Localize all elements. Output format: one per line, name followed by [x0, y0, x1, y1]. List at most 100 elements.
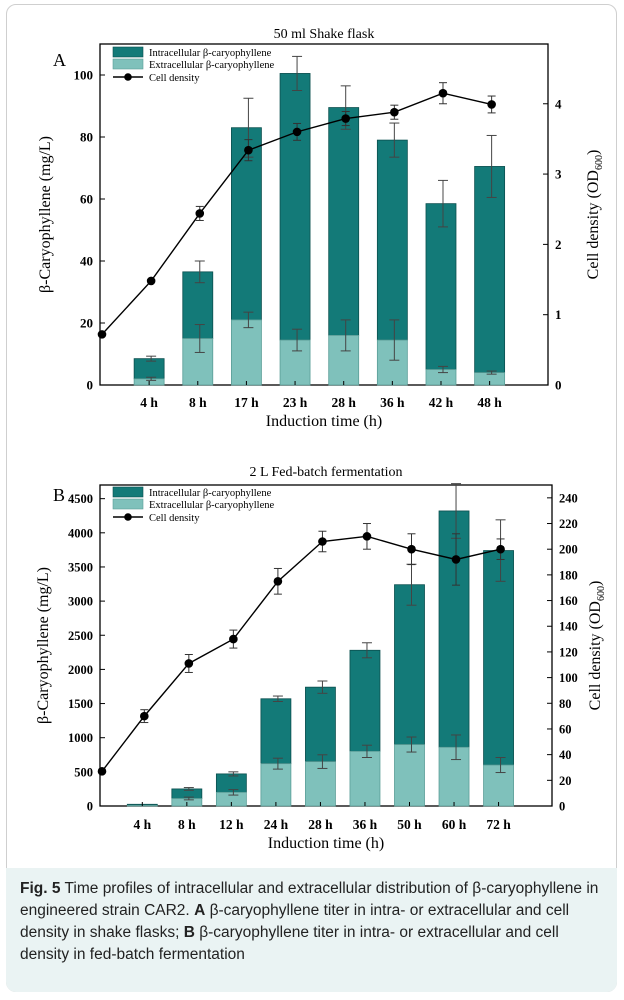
- x-axis-label: Induction time (h): [266, 413, 382, 430]
- bar-extracellular: [260, 763, 292, 807]
- legend-label-intracellular: Intracellular β-caryophyllene: [149, 48, 272, 59]
- cell-density-point: [438, 88, 448, 98]
- x-tick-label: 48 h: [477, 395, 502, 410]
- y-tick-label: 2500: [68, 629, 93, 643]
- x-tick-label: 24 h: [264, 817, 289, 832]
- y-tick-label: 20: [80, 316, 93, 331]
- y2-tick-label: 2: [555, 237, 562, 252]
- y-tick-label: 2000: [68, 663, 93, 677]
- y2-tick-label: 180: [559, 568, 578, 582]
- x-tick-label: 17 h: [234, 395, 259, 410]
- caption-b-label: B: [183, 924, 195, 941]
- caption-a-text: β-caryophyllene titer in intra- or extra…: [20, 902, 570, 941]
- y2-tick-label: 0: [555, 378, 562, 393]
- y-tick-label: 60: [80, 192, 93, 207]
- bar-intracellular: [425, 203, 457, 370]
- legend-swatch-extracellular: [112, 498, 144, 510]
- x-tick-label: 28 h: [332, 395, 357, 410]
- bar-intracellular: [376, 139, 408, 341]
- x-tick-label: 4 h: [140, 395, 158, 410]
- y-tick-label: 3500: [68, 560, 93, 574]
- cell-density-point: [97, 767, 107, 776]
- x-tick-label: 42 h: [429, 395, 454, 410]
- x-tick-label: 23 h: [283, 395, 308, 410]
- cell-density-point: [390, 107, 399, 117]
- bar-intracellular: [279, 73, 311, 341]
- y-axis-label: β-Caryophyllene (mg/L): [35, 567, 52, 724]
- chart-title: 50 ml Shake flask: [274, 27, 375, 42]
- y2-tick-label: 240: [559, 491, 578, 505]
- cell-density-point: [229, 634, 238, 644]
- bar-extracellular: [438, 746, 470, 807]
- y-tick-label: 4000: [68, 526, 93, 540]
- bar-extracellular: [231, 319, 262, 386]
- figure-charts: 50 ml Shake flaskA02040608010001234β-Car…: [35, 27, 607, 852]
- bar-extracellular: [182, 338, 214, 386]
- y2-tick-label: 1: [555, 307, 562, 322]
- chart-title: 2 L Fed-batch fermentation: [249, 465, 402, 480]
- caption-intro: Time profiles of intracellular and extra…: [20, 880, 599, 919]
- legend-label-cell-density: Cell density: [149, 513, 200, 524]
- y-tick-label: 80: [80, 130, 93, 145]
- x-tick-label: 8 h: [178, 817, 196, 832]
- x-axis-label: Induction time (h): [268, 835, 384, 852]
- cell-density-line: [101, 535, 501, 772]
- y2-tick-label: 160: [559, 594, 578, 608]
- legend-label-extracellular: Extracellular β-caryophyllene: [149, 500, 274, 511]
- x-tick-label: 4 h: [133, 817, 151, 832]
- cell-density-point: [184, 659, 194, 668]
- y2-axis-label: Cell density (OD600): [585, 150, 605, 280]
- bar-intracellular: [328, 107, 360, 336]
- figure-frame: [6, 4, 617, 992]
- bar-extracellular: [328, 334, 360, 386]
- bar-extracellular: [279, 339, 311, 386]
- legend-label-cell-density: Cell density: [149, 73, 200, 84]
- x-tick-label: 36 h: [353, 817, 378, 832]
- y-axis-label: β-Caryophyllene (mg/L): [37, 136, 54, 293]
- y2-tick-label: 40: [559, 748, 572, 762]
- cell-density-point: [407, 544, 416, 554]
- y2-tick-label: 220: [559, 517, 578, 531]
- cell-density-point: [195, 209, 205, 218]
- bar-intracellular: [133, 358, 165, 380]
- bar-intracellular: [305, 686, 336, 763]
- cell-density-point: [318, 537, 327, 546]
- x-tick-label: 72 h: [486, 817, 511, 832]
- caption-b-text: β-caryophyllene titer in intra- or extra…: [20, 924, 559, 963]
- y-tick-label: 100: [74, 68, 94, 83]
- y-tick-label: 4500: [68, 492, 93, 506]
- x-tick-label: 12 h: [219, 817, 244, 832]
- bar-intracellular: [231, 127, 262, 321]
- bar-intracellular: [438, 510, 470, 748]
- cell-density-point: [451, 555, 461, 564]
- y2-tick-label: 100: [559, 671, 578, 685]
- cell-density-point: [244, 145, 253, 155]
- y2-axis-label: Cell density (OD600): [587, 581, 607, 711]
- y2-tick-label: 60: [559, 722, 572, 736]
- legend-marker-cell-density: [124, 73, 132, 81]
- bar-intracellular: [182, 271, 214, 339]
- caption-a-label: A: [194, 902, 206, 919]
- cell-density-point: [496, 544, 505, 554]
- y-tick-label: 0: [87, 378, 94, 393]
- y-tick-label: 0: [87, 800, 93, 814]
- cell-density-point: [292, 127, 302, 137]
- cell-density-point: [362, 532, 372, 541]
- cell-density-point: [341, 114, 351, 123]
- x-tick-label: 8 h: [189, 395, 207, 410]
- cell-density-point: [146, 276, 156, 286]
- bar-intracellular: [483, 550, 514, 766]
- bar-intracellular: [349, 649, 381, 752]
- y2-tick-label: 200: [559, 543, 578, 557]
- y-tick-label: 3000: [68, 595, 93, 609]
- y2-tick-label: 140: [559, 620, 578, 634]
- legend-marker-cell-density: [124, 513, 132, 521]
- cell-density-point: [140, 711, 149, 721]
- cell-density-point: [487, 100, 496, 109]
- bar-intracellular: [394, 584, 425, 745]
- chart-panel-a: 50 ml Shake flask A 0 20 40 60 80 100 0 1 2 3 4 β-Car…: [37, 27, 605, 430]
- y2-tick-label: 0: [559, 800, 565, 814]
- legend-swatch-intracellular: [112, 486, 144, 498]
- y2-tick-label: 4: [555, 96, 562, 111]
- y2-tick-label: 3: [555, 167, 562, 182]
